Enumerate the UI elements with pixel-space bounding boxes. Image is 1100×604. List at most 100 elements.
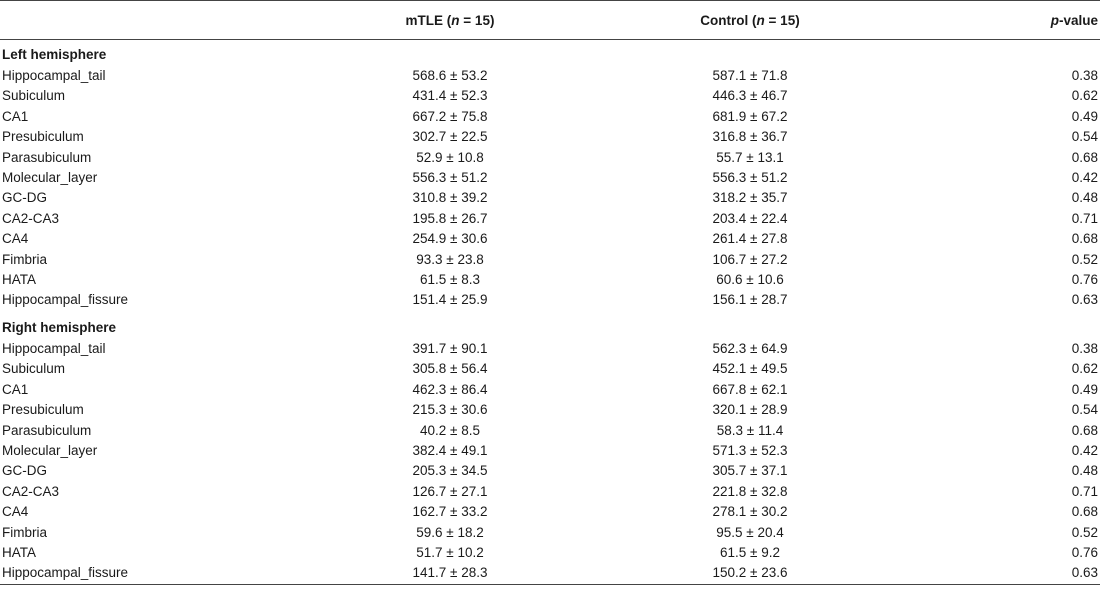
control-value-cell: 150.2 ± 23.6 <box>600 563 900 585</box>
mtle-value-cell: 310.8 ± 39.2 <box>412 190 488 206</box>
table-row: Fimbria 59.6 ± 18.2 95.5 ± 20.4 0.52 <box>0 523 1100 543</box>
table-row: Molecular_layer 382.4 ± 49.1 571.3 ± 52.3 0… <box>0 441 1100 461</box>
mtle-value-cell: 254.9 ± 30.6 <box>412 231 488 247</box>
control-value-cell: 60.6 ± 10.6 <box>716 272 784 288</box>
control-value-cell: 55.7 ± 13.1 <box>716 149 784 165</box>
table-row: Molecular_layer 556.3 ± 51.2 556.3 ± 51.2 0… <box>0 168 1100 188</box>
mtle-value-cell: 391.7 ± 90.1 <box>412 340 488 356</box>
control-value-cell: 278.1 ± 30.2 <box>712 504 788 520</box>
mtle-value-cell: 195.8 ± 26.7 <box>412 210 488 226</box>
structure-name-cell: Subiculum <box>2 88 66 104</box>
p-value-cell: 0.63 <box>1071 292 1098 308</box>
header-mtle-n: n <box>451 12 460 28</box>
table-row: Parasubiculum 40.2 ± 8.5 58.3 ± 11.4 0.68 <box>0 421 1100 441</box>
section-title: Left hemisphere <box>2 47 107 62</box>
p-value-cell: 0.54 <box>1071 402 1098 418</box>
structure-name-cell: Hippocampal_fissure <box>0 563 300 585</box>
mtle-value-cell: 382.4 ± 49.1 <box>412 442 488 458</box>
table-row: Fimbria 93.3 ± 23.8 106.7 ± 27.2 0.52 <box>0 250 1100 270</box>
control-value-cell: 305.7 ± 37.1 <box>712 463 788 479</box>
table-row: Presubiculum 215.3 ± 30.6 320.1 ± 28.9 0.54 <box>0 400 1100 420</box>
header-pvalue-p: p <box>1050 12 1059 28</box>
header-control-n: n <box>756 12 765 28</box>
p-value-cell: 0.68 <box>1071 504 1098 520</box>
mtle-value-cell: 667.2 ± 75.8 <box>412 108 488 124</box>
mtle-value-cell: 215.3 ± 30.6 <box>412 402 488 418</box>
table-row: Hippocampal_tail 568.6 ± 53.2 587.1 ± 71.8… <box>0 66 1100 86</box>
mtle-value-cell: 162.7 ± 33.2 <box>412 504 488 520</box>
structure-name-cell: CA1 <box>2 108 29 124</box>
structure-name-cell: Parasubiculum <box>2 422 92 438</box>
header-mtle-suffix: = 15) <box>459 12 495 28</box>
control-value-cell: 562.3 ± 64.9 <box>712 340 788 356</box>
p-value-cell: 0.38 <box>1071 340 1098 356</box>
p-value-cell: 0.48 <box>1071 463 1098 479</box>
structure-name-cell: Hippocampal_tail <box>2 68 106 83</box>
table-row: Presubiculum 302.7 ± 22.5 316.8 ± 36.7 0.54 <box>0 127 1100 147</box>
mtle-value-cell: 462.3 ± 86.4 <box>412 381 488 397</box>
control-value-cell: 587.1 ± 71.8 <box>712 68 788 83</box>
control-value-cell: 452.1 ± 49.5 <box>712 361 788 377</box>
table-row: Hippocampal_fissure 151.4 ± 25.9 156.1 ± 2… <box>0 290 1100 310</box>
header-mtle: mTLE (n = 15) <box>300 0 600 40</box>
p-value-cell: 0.71 <box>1071 483 1098 499</box>
control-value-cell: 446.3 ± 46.7 <box>712 88 788 104</box>
p-value-cell: 0.76 <box>1071 272 1098 288</box>
mtle-value-cell: 51.7 ± 10.2 <box>416 544 484 560</box>
control-value-cell: 203.4 ± 22.4 <box>712 210 788 226</box>
p-value-cell: 0.42 <box>1071 170 1098 186</box>
control-value-cell: 316.8 ± 36.7 <box>712 129 788 145</box>
control-value-cell: 58.3 ± 11.4 <box>716 422 784 438</box>
structure-name-cell: CA1 <box>2 381 29 397</box>
p-value-cell: 0.68 <box>1071 149 1098 165</box>
table-body: Left hemisphere Hippocampal_tail 568.6 ± 5… <box>0 40 1100 585</box>
structure-name-cell: Molecular_layer <box>2 170 98 186</box>
table-row: Hippocampal_tail 391.7 ± 90.1 562.3 ± 64.9… <box>0 339 1100 359</box>
table-row: GC-DG 205.3 ± 34.5 305.7 ± 37.1 0.48 <box>0 461 1100 481</box>
p-value-cell: 0.71 <box>1071 210 1098 226</box>
mtle-value-cell: 59.6 ± 18.2 <box>416 524 484 540</box>
header-control-prefix: Control ( <box>700 12 757 28</box>
table-row: Parasubiculum 52.9 ± 10.8 55.7 ± 13.1 0.68 <box>0 148 1100 168</box>
table-row: Hippocampal_fissure 141.7 ± 28.3 150.2 ± 2… <box>0 563 1100 585</box>
structure-name-cell: CA2-CA3 <box>2 483 60 499</box>
mtle-value-cell: 556.3 ± 51.2 <box>412 170 488 186</box>
structure-name-cell: HATA <box>2 544 37 560</box>
mtle-value-cell: 52.9 ± 10.8 <box>416 149 484 165</box>
p-value-cell: 0.63 <box>900 563 1100 585</box>
header-pvalue-suffix: -value <box>1058 12 1098 28</box>
control-value-cell: 556.3 ± 51.2 <box>712 170 788 186</box>
table-row: HATA 51.7 ± 10.2 61.5 ± 9.2 0.76 <box>0 543 1100 563</box>
p-value-cell: 0.38 <box>1071 68 1098 83</box>
p-value-cell: 0.52 <box>1071 524 1098 540</box>
table-row: Subiculum 431.4 ± 52.3 446.3 ± 46.7 0.62 <box>0 86 1100 106</box>
header-structure <box>0 0 300 40</box>
mtle-value-cell: 93.3 ± 23.8 <box>416 251 484 267</box>
mtle-value-cell: 568.6 ± 53.2 <box>412 68 488 83</box>
control-value-cell: 106.7 ± 27.2 <box>712 251 788 267</box>
header-control: Control (n = 15) <box>600 0 900 40</box>
p-value-cell: 0.42 <box>1071 442 1098 458</box>
p-value-cell: 0.49 <box>1071 108 1098 124</box>
p-value-cell: 0.76 <box>1071 544 1098 560</box>
control-value-cell: 156.1 ± 28.7 <box>712 292 788 308</box>
structure-name-cell: Subiculum <box>2 361 66 377</box>
table-row: CA2-CA3 195.8 ± 26.7 203.4 ± 22.4 0.71 <box>0 209 1100 229</box>
structure-name-cell: GC-DG <box>2 463 47 479</box>
control-value-cell: 320.1 ± 28.9 <box>712 402 788 418</box>
structure-name-cell: Presubiculum <box>2 402 84 418</box>
mtle-value-cell: 151.4 ± 25.9 <box>412 292 488 308</box>
table-header: mTLE (n = 15) Control (n = 15) p-value <box>0 0 1100 40</box>
table-row: Subiculum 305.8 ± 56.4 452.1 ± 49.5 0.62 <box>0 359 1100 379</box>
header-row: mTLE (n = 15) Control (n = 15) p-value <box>0 0 1100 40</box>
control-value-cell: 681.9 ± 67.2 <box>712 108 788 124</box>
hippocampal-volumes-table: mTLE (n = 15) Control (n = 15) p-value L… <box>0 0 1100 585</box>
control-value-cell: 667.8 ± 62.1 <box>712 381 788 397</box>
control-value-cell: 318.2 ± 35.7 <box>712 190 788 206</box>
structure-name-cell: CA4 <box>2 231 29 247</box>
table-row: CA2-CA3 126.7 ± 27.1 221.8 ± 32.8 0.71 <box>0 482 1100 502</box>
mtle-value-cell: 431.4 ± 52.3 <box>412 88 488 104</box>
p-value-cell: 0.62 <box>1071 361 1098 377</box>
p-value-cell: 0.68 <box>1071 422 1098 438</box>
